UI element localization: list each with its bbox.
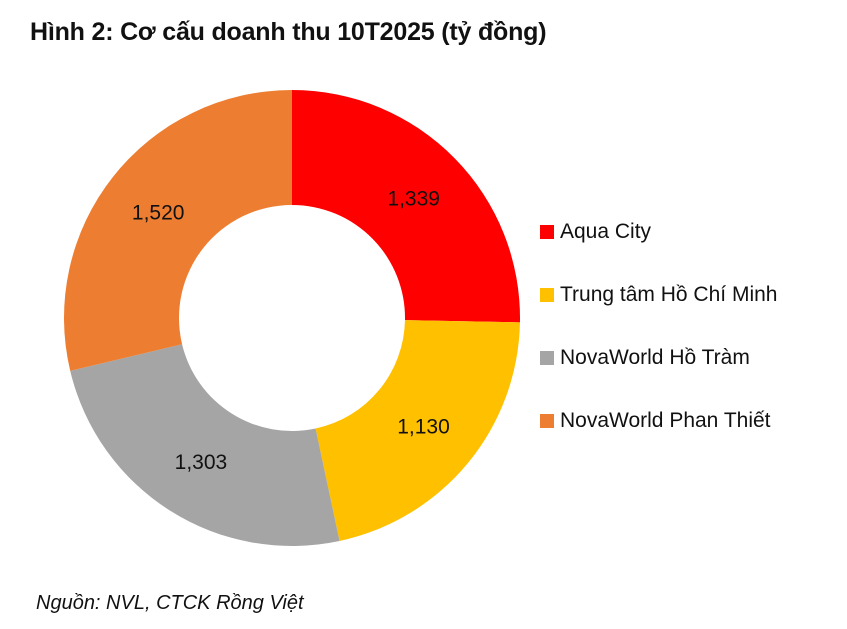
legend-item-aqua-city: Aqua City [540, 200, 777, 263]
legend-label: NovaWorld Hồ Tràm [560, 345, 750, 369]
donut-slice-novaworld-hồ-tràm [70, 344, 340, 546]
source-note: Nguồn: NVL, CTCK Rồng Việt [36, 592, 304, 614]
legend-label: Trung tâm Hồ Chí Minh [560, 282, 778, 306]
legend-swatch-icon [540, 350, 554, 365]
legend-swatch-icon [540, 287, 554, 302]
donut-slice-aqua-city [292, 90, 520, 323]
legend-item-novaworld-ho-tram: NovaWorld Hồ Tràm [540, 326, 777, 389]
slice-value-label: 1,339 [387, 188, 440, 211]
slice-value-label: 1,303 [175, 451, 228, 474]
legend-label: Aqua City [560, 219, 652, 243]
donut-slice-novaworld-phan-thiết [64, 90, 292, 371]
slice-value-label: 1,130 [397, 416, 450, 439]
legend-swatch-icon [540, 413, 554, 428]
legend-item-novaworld-phan-thiet: NovaWorld Phan Thiết [540, 389, 777, 452]
chart-title: Hình 2: Cơ cấu doanh thu 10T2025 (tỷ đồn… [30, 18, 547, 46]
chart-legend: Aqua City Trung tâm Hồ Chí Minh NovaWorl… [540, 200, 777, 452]
legend-label: NovaWorld Phan Thiết [560, 408, 771, 432]
legend-swatch-icon [540, 224, 554, 239]
donut-slice-trung-tâm-hồ-chí-minh [315, 320, 520, 541]
slice-value-label: 1,520 [132, 201, 185, 224]
legend-item-trung-tam-ho-chi-minh: Trung tâm Hồ Chí Minh [540, 263, 777, 326]
